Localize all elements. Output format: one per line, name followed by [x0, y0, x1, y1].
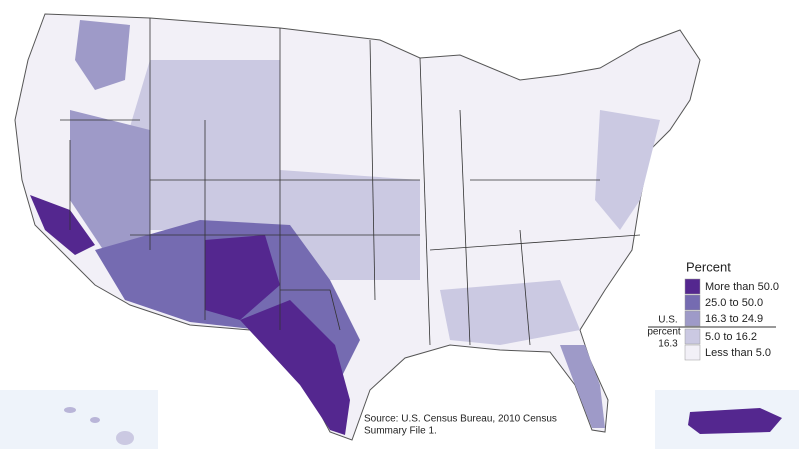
source: Source: U.S. Census Bureau, 2010 Census [364, 414, 557, 425]
legend-swatch [684, 344, 701, 361]
us-note: percent [647, 327, 681, 338]
region-midwest-light [120, 60, 280, 230]
region-southeast-light [440, 280, 580, 345]
legend-label: 25.0 to 50.0 [705, 297, 763, 309]
region-west-medium [70, 110, 150, 260]
region-new-mexico [205, 235, 280, 320]
legend-swatch [684, 294, 701, 311]
region-east-coast [595, 110, 660, 230]
us-note: U.S. [658, 315, 677, 326]
state-border [459, 109, 471, 346]
state-border [280, 289, 341, 331]
region-plains-light [280, 170, 420, 280]
us-note: 16.3 [658, 339, 678, 350]
legend-swatch [684, 278, 701, 295]
legend-label: Less than 5.0 [705, 347, 771, 359]
legend-swatch [684, 328, 701, 345]
island [64, 407, 76, 413]
island [116, 431, 134, 445]
region-florida [560, 345, 605, 428]
island [90, 417, 100, 423]
source: Summary File 1. [364, 426, 437, 437]
region-southern-ca [30, 195, 95, 255]
region-northwest [75, 20, 130, 90]
inset-hawaii [0, 390, 158, 449]
region-south-texas [240, 300, 350, 435]
legend-label: 5.0 to 16.2 [705, 331, 757, 343]
state-border [429, 234, 641, 251]
state-border [419, 57, 431, 346]
legend: Percent U.S. percent 16.3 More than 50.0… [647, 259, 779, 361]
state-border [369, 39, 376, 301]
legend-label: 16.3 to 24.9 [705, 313, 763, 325]
state-border [519, 229, 531, 346]
legend-label: More than 50.0 [705, 281, 779, 293]
puerto-rico [688, 408, 782, 434]
legend-swatch [684, 310, 701, 327]
legend-title: Percent [686, 259, 731, 274]
